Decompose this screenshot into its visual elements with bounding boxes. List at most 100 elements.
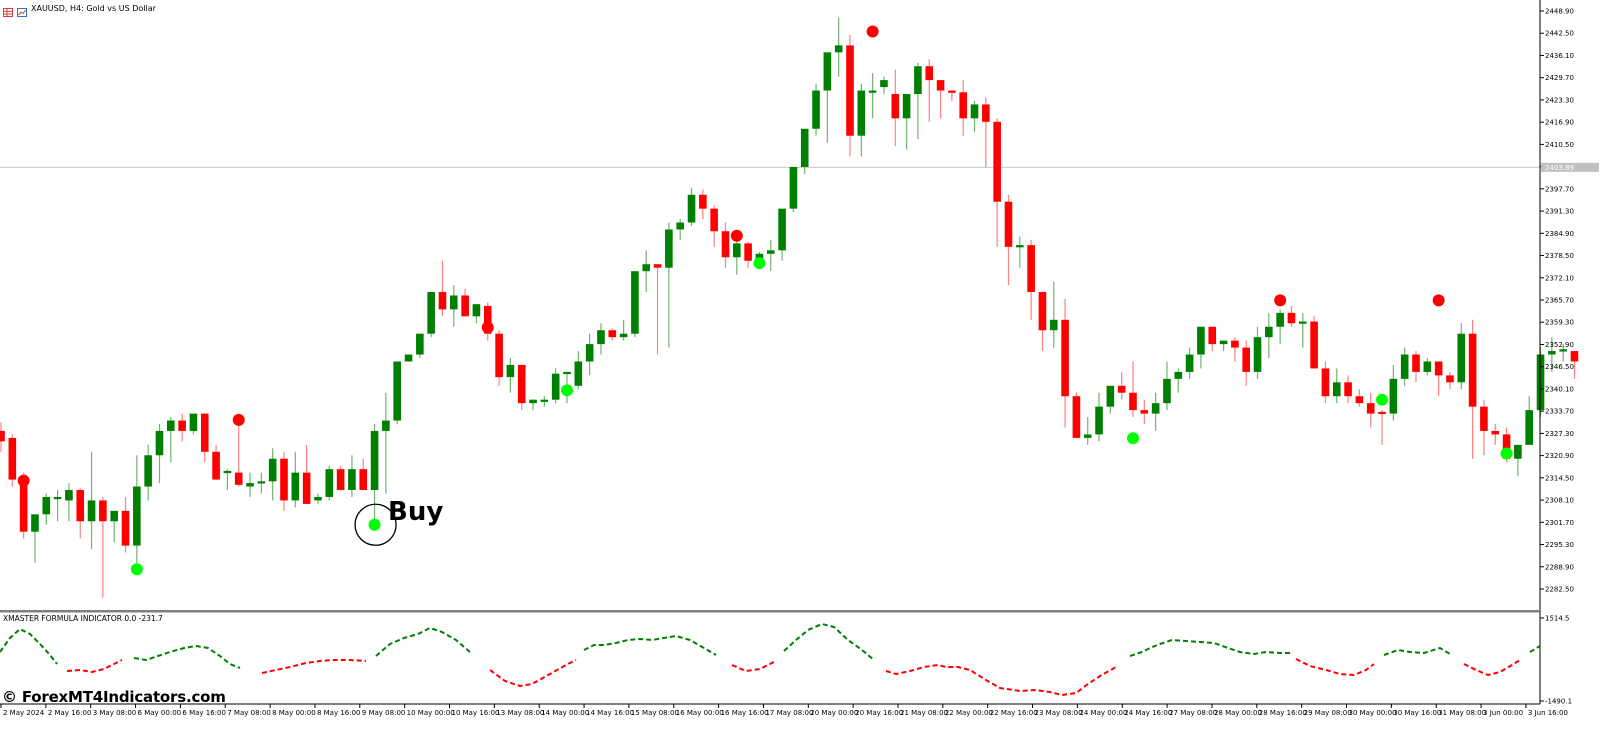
bull-candle[interactable]	[370, 430, 379, 491]
bull-candle[interactable]	[1400, 354, 1409, 379]
bull-candle[interactable]	[167, 420, 175, 431]
sell-signal-dot[interactable]	[481, 321, 494, 334]
bull-candle[interactable]	[812, 90, 820, 129]
bull-candle[interactable]	[665, 229, 673, 268]
bear-candle[interactable]	[1231, 340, 1239, 348]
bull-candle[interactable]	[642, 264, 651, 272]
bull-candle[interactable]	[914, 66, 922, 95]
buy-signal-dot[interactable]	[130, 563, 143, 576]
bear-candle[interactable]	[1434, 361, 1443, 376]
bull-candle[interactable]	[619, 333, 628, 338]
bear-candle[interactable]	[1446, 375, 1454, 383]
bear-candle[interactable]	[1117, 385, 1126, 393]
bear-candle[interactable]	[1242, 347, 1250, 372]
bull-candle[interactable]	[1095, 406, 1103, 435]
bear-candle[interactable]	[846, 45, 854, 136]
bull-candle[interactable]	[325, 469, 334, 497]
bull-candle[interactable]	[1265, 326, 1273, 338]
bull-candle[interactable]	[1332, 382, 1341, 397]
bull-candle[interactable]	[1049, 319, 1058, 331]
bear-candle[interactable]	[721, 231, 730, 258]
bull-candle[interactable]	[268, 458, 277, 482]
bear-candle[interactable]	[178, 420, 186, 431]
bull-candle[interactable]	[31, 514, 39, 532]
bear-candle[interactable]	[1287, 312, 1296, 324]
bear-candle[interactable]	[302, 472, 311, 504]
bull-candle[interactable]	[506, 364, 515, 378]
bull-candle[interactable]	[1016, 245, 1024, 248]
bear-candle[interactable]	[959, 92, 967, 119]
bear-candle[interactable]	[212, 451, 220, 480]
bull-candle[interactable]	[1253, 337, 1262, 372]
sell-signal-dot[interactable]	[866, 25, 879, 38]
bull-candle[interactable]	[1423, 361, 1432, 372]
bear-candle[interactable]	[1355, 396, 1364, 404]
bull-candle[interactable]	[1083, 434, 1092, 438]
buy-signal-dot[interactable]	[1376, 393, 1389, 406]
bull-candle[interactable]	[1514, 444, 1522, 459]
bull-candle[interactable]	[766, 250, 775, 254]
bear-candle[interactable]	[608, 330, 617, 338]
bull-candle[interactable]	[155, 430, 164, 456]
bear-candle[interactable]	[1129, 392, 1137, 411]
bear-candle[interactable]	[744, 243, 752, 261]
bull-candle[interactable]	[348, 469, 356, 491]
bull-candle[interactable]	[189, 413, 198, 431]
bear-candle[interactable]	[1502, 434, 1511, 459]
bear-candle[interactable]	[699, 194, 707, 209]
bull-candle[interactable]	[314, 496, 322, 501]
bear-candle[interactable]	[1072, 396, 1081, 438]
bear-candle[interactable]	[1140, 410, 1149, 414]
bull-candle[interactable]	[789, 166, 798, 209]
bull-candle[interactable]	[133, 486, 141, 546]
bull-candle[interactable]	[110, 510, 118, 522]
sell-signal-dot[interactable]	[1274, 294, 1287, 307]
sell-signal-dot[interactable]	[232, 413, 245, 426]
bear-candle[interactable]	[1468, 333, 1477, 407]
bear-candle[interactable]	[1038, 292, 1047, 331]
bear-candle[interactable]	[8, 437, 17, 480]
bull-candle[interactable]	[529, 399, 537, 404]
bear-candle[interactable]	[1570, 351, 1579, 362]
bull-candle[interactable]	[1151, 403, 1160, 414]
bull-candle[interactable]	[551, 373, 560, 400]
bull-candle[interactable]	[574, 361, 583, 386]
bull-candle[interactable]	[778, 208, 786, 251]
bull-candle[interactable]	[1299, 321, 1307, 324]
bull-candle[interactable]	[540, 399, 549, 402]
bull-candle[interactable]	[1457, 333, 1466, 383]
bear-candle[interactable]	[993, 121, 1001, 202]
bear-candle[interactable]	[1412, 354, 1420, 372]
bull-candle[interactable]	[223, 470, 232, 474]
bear-candle[interactable]	[1310, 321, 1318, 369]
bear-candle[interactable]	[1061, 319, 1069, 397]
bull-candle[interactable]	[416, 333, 424, 355]
bull-candle[interactable]	[1548, 351, 1556, 355]
bear-candle[interactable]	[121, 510, 130, 546]
bull-candle[interactable]	[450, 295, 458, 310]
sell-signal-dot[interactable]	[17, 474, 30, 487]
bear-candle[interactable]	[234, 472, 243, 485]
bull-candle[interactable]	[42, 496, 51, 515]
bull-candle[interactable]	[1185, 354, 1194, 372]
buy-signal-dot[interactable]	[1127, 432, 1139, 445]
bull-candle[interactable]	[144, 455, 152, 487]
bear-candle[interactable]	[99, 500, 107, 522]
bear-candle[interactable]	[359, 469, 368, 491]
bull-candle[interactable]	[382, 420, 390, 431]
sell-signal-dot[interactable]	[1432, 294, 1445, 307]
bear-candle[interactable]	[483, 305, 492, 334]
bull-candle[interactable]	[472, 304, 481, 317]
bear-candle[interactable]	[1321, 368, 1330, 397]
bull-candle[interactable]	[1525, 410, 1533, 445]
bear-candle[interactable]	[1378, 411, 1386, 415]
bear-candle[interactable]	[936, 80, 945, 91]
bear-candle[interactable]	[925, 66, 934, 81]
bear-candle[interactable]	[200, 413, 209, 452]
bull-candle[interactable]	[65, 490, 73, 501]
bull-candle[interactable]	[291, 472, 300, 501]
bull-candle[interactable]	[970, 104, 979, 119]
bull-candle[interactable]	[1106, 385, 1115, 407]
bull-candle[interactable]	[868, 90, 877, 93]
